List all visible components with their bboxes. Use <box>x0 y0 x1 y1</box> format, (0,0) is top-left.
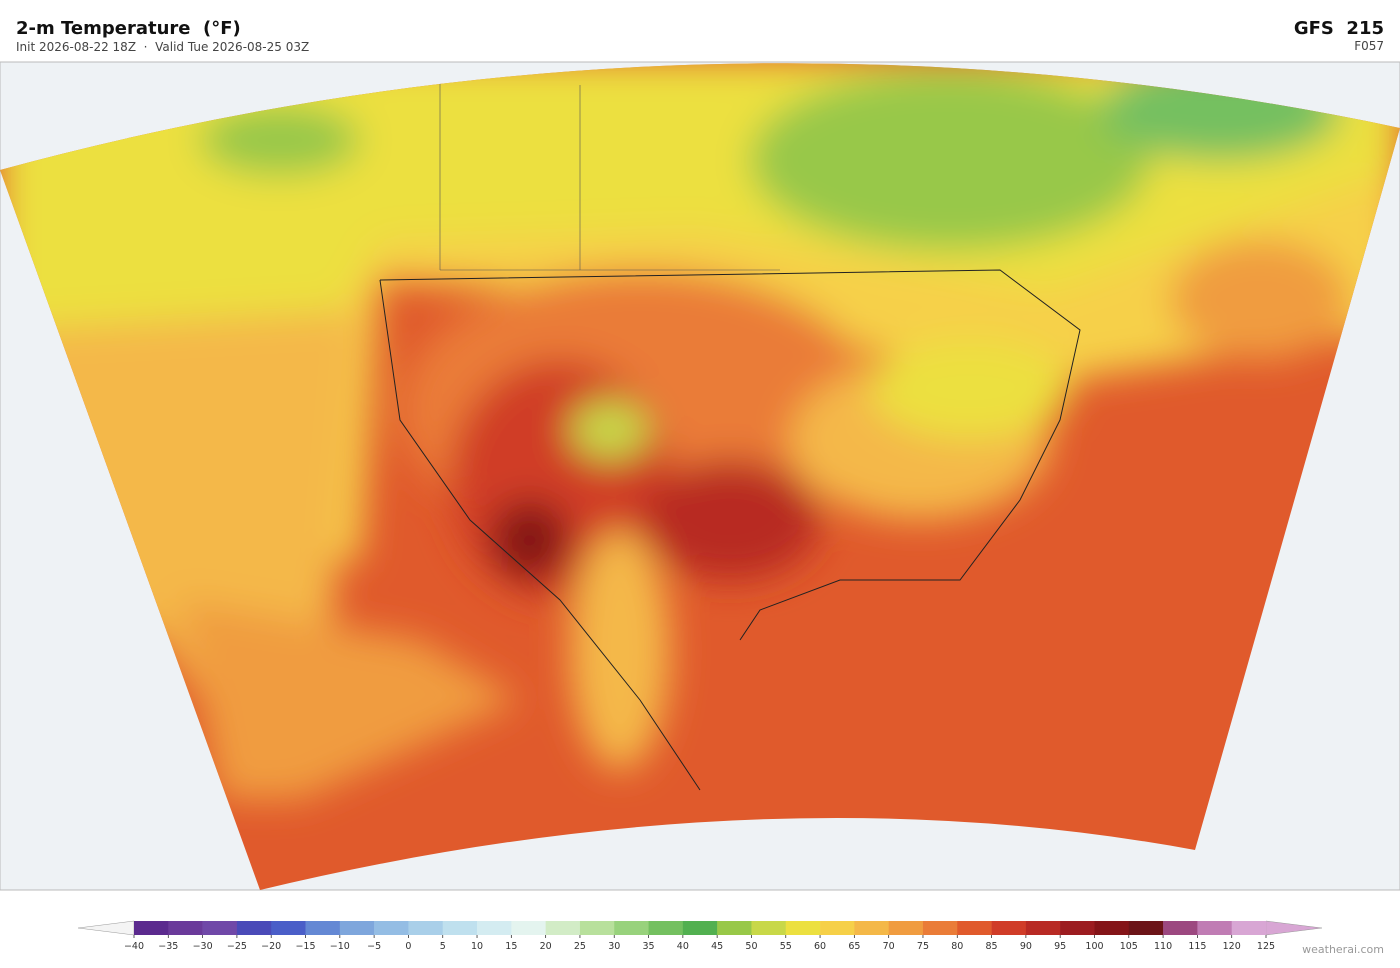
colorbar-under <box>77 920 135 936</box>
colorbar-bin <box>957 921 992 935</box>
colorbar-tick-label: 120 <box>1223 941 1241 952</box>
colorbar-bin <box>579 921 615 935</box>
map <box>0 61 1400 891</box>
colorbar-bin <box>820 921 855 935</box>
colorbar-tick-label: −25 <box>227 941 247 952</box>
colorbar-tick-label: 110 <box>1154 941 1172 952</box>
colorbar-bin <box>717 921 752 935</box>
colorbar-tick-label: −30 <box>193 941 213 952</box>
colorbar-bin <box>477 921 512 935</box>
colorbar-bin <box>168 921 203 935</box>
colorbar-tick-label: 15 <box>505 941 517 952</box>
colorbar-tick-label: 45 <box>711 941 723 952</box>
colorbar-tick-label: −40 <box>124 941 144 952</box>
colorbar-bin <box>785 921 821 935</box>
model: GFS 215 <box>1294 18 1384 39</box>
colorbar-tick-label: 10 <box>471 941 483 952</box>
colorbar-tick-label: 85 <box>986 941 998 952</box>
colorbar-tick-label: 55 <box>780 941 792 952</box>
colorbar-tick-label: 80 <box>951 941 963 952</box>
colorbar-tick-label: 5 <box>440 941 446 952</box>
colorbar-bin <box>271 921 306 935</box>
colorbar-tick-label: −5 <box>367 941 381 952</box>
colorbar-tick-label: 30 <box>608 941 620 952</box>
colorbar-bin <box>1094 921 1130 935</box>
colorbar-bin <box>648 921 684 935</box>
colorbar-bin <box>202 921 238 935</box>
colorbar-tick-label: 70 <box>883 941 895 952</box>
colorbar-tick-label: 40 <box>677 941 689 952</box>
colorbar-tick-label: 100 <box>1085 941 1103 952</box>
colorbar-tick-label: 95 <box>1054 941 1066 952</box>
colorbar-bin <box>922 921 958 935</box>
subtitle: Init 2026-08-22 18Z · Valid Tue 2026-08-… <box>16 40 309 54</box>
colorbar-bin <box>888 921 924 935</box>
colorbar-bin <box>339 921 375 935</box>
colorbar-bin <box>1231 921 1267 935</box>
colorbar-bin <box>1197 921 1232 935</box>
colorbar-tick-label: 75 <box>917 941 929 952</box>
credit: weatherai.com <box>1302 943 1384 956</box>
colorbar-tick-label: 25 <box>574 941 586 952</box>
colorbar-bin <box>511 921 546 935</box>
colorbar-bin <box>854 921 889 935</box>
colorbar-bin <box>442 921 478 935</box>
colorbar-bin <box>1163 921 1198 935</box>
colorbar-tick-label: 0 <box>405 941 411 952</box>
colorbar-tick-label: −35 <box>158 941 178 952</box>
colorbar-tick-label: 60 <box>814 941 826 952</box>
colorbar-bin <box>545 921 581 935</box>
colorbar-bin <box>751 921 787 935</box>
colorbar-tick-label: 35 <box>642 941 654 952</box>
colorbar-bin <box>408 921 444 935</box>
colorbar-bin <box>1060 921 1095 935</box>
colorbar-bin <box>134 921 169 935</box>
colorbar-over <box>1265 920 1323 936</box>
colorbar-tick-label: 90 <box>1020 941 1032 952</box>
forecast-hour: F057 <box>1354 39 1384 53</box>
colorbar: −40 −35 −30 −25 −20 −15 −10 −5 0 5 10 15 20 25 30 35 40 4… <box>77 920 1323 952</box>
colorbar-tick-label: 105 <box>1120 941 1138 952</box>
colorbar-tick-label: −10 <box>330 941 350 952</box>
colorbar-bin <box>1128 921 1164 935</box>
colorbar-bin <box>682 921 718 935</box>
title: 2-m Temperature (°F) <box>16 18 241 39</box>
colorbar-tick-label: 65 <box>848 941 860 952</box>
colorbar-bin <box>236 921 272 935</box>
colorbar-bin <box>305 921 341 935</box>
colorbar-tick-label: 50 <box>745 941 757 952</box>
colorbar-tick-label: −20 <box>261 941 281 952</box>
colorbar-bin <box>614 921 649 935</box>
colorbar-tick-label: 115 <box>1188 941 1206 952</box>
colorbar-tick-label: 20 <box>540 941 552 952</box>
colorbar-tick-label: −15 <box>295 941 315 952</box>
colorbar-bin <box>1025 921 1061 935</box>
colorbar-bin <box>374 921 409 935</box>
colorbar-tick-label: 125 <box>1257 941 1275 952</box>
colorbar-bin <box>991 921 1027 935</box>
